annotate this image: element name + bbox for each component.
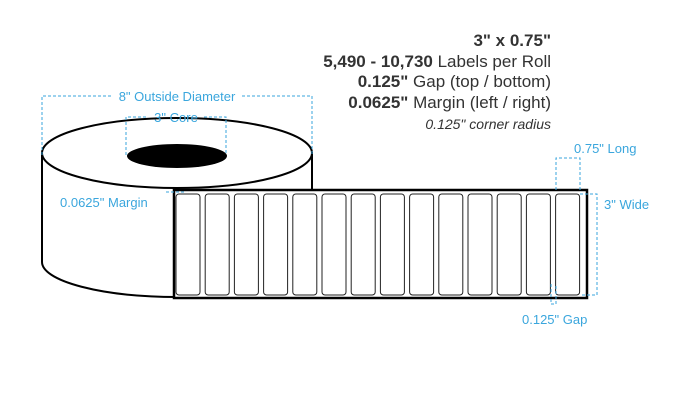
wide-line [580,193,598,296]
label [409,193,435,296]
margin-label: 0.0625" Margin [60,195,148,210]
core-line [125,116,227,155]
labels-count-text: Labels per Roll [433,52,551,71]
label [555,193,581,296]
label [467,193,493,296]
label [379,193,405,296]
gap-text: Gap (top / bottom) [408,72,551,91]
labels [175,193,581,296]
label [175,193,201,296]
margin-value: 0.0625" [348,93,408,112]
corner-radius: 0.125" corner radius [425,116,551,132]
labels-per-roll: 5,490 - 10,730 Labels per Roll [323,52,551,71]
gap-value: 0.125" [358,72,409,91]
gap-label: 0.125" Gap [522,312,587,327]
labels-count: 5,490 - 10,730 [323,52,433,71]
wide-label: 3" Wide [604,197,649,212]
outside-diameter-label: 8" Outside Diameter [119,89,236,104]
margin-text: Margin (left / right) [408,93,551,112]
label [292,193,318,296]
long-label: 0.75" Long [574,141,636,156]
margin-spec: 0.0625" Margin (left / right) [348,93,551,112]
spec-block: 3" x 0.75" 5,490 - 10,730 Labels per Rol… [323,31,551,132]
dimension-lines [41,95,598,305]
label [233,193,259,296]
outside-diameter-line [41,95,313,155]
core-label: 3" Core [154,110,198,125]
label [496,193,522,296]
gap-line [550,284,557,305]
label [525,193,551,296]
label [438,193,464,296]
long-line [555,157,581,190]
label [204,193,230,296]
label [263,193,289,296]
core-hole [127,144,227,168]
label [321,193,347,296]
label-size: 3" x 0.75" [473,31,551,50]
gap-spec: 0.125" Gap (top / bottom) [358,72,551,91]
label [350,193,376,296]
